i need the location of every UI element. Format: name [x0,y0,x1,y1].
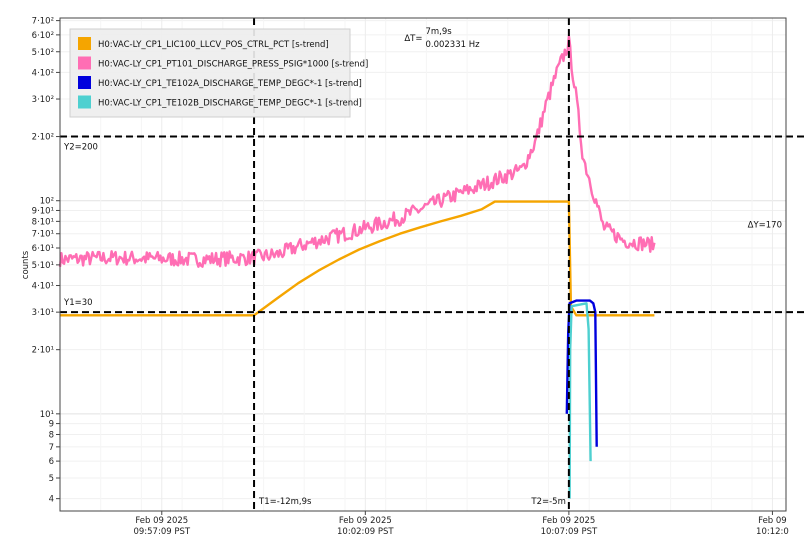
y-tick-label: 3·10² [32,95,54,105]
delta-t-frequency: 0.002331 Hz [425,40,480,50]
x-tick-time: 10:02:09 PST [337,527,394,537]
series-line-4 [568,302,592,499]
t1-cursor-label: T1=-12m,9s [258,497,312,507]
series-line-2 [58,35,656,268]
legend[interactable]: H0:VAC-LY_CP1_LIC100_LLCV_POS_CTRL_PCT [… [69,28,368,118]
y-tick-label: 8 [49,430,54,440]
legend-swatch-3 [78,76,91,89]
y-tick-label: 7 [49,443,54,453]
y-tick-label: 2·10¹ [32,346,54,356]
y-tick-label: 3·10¹ [32,308,54,318]
y-tick-label: 5·10² [32,48,54,58]
y-tick-label: 8·10¹ [32,217,54,227]
legend-swatch-4 [78,95,91,109]
y-tick-label: 9 [49,420,54,430]
legend-box [69,28,351,118]
legend-swatch-2 [78,56,91,70]
legend-label-1[interactable]: H0:VAC-LY_CP1_LIC100_LLCV_POS_CTRL_PCT [… [98,40,329,50]
y-tick-label: 4·10² [32,68,54,78]
x-tick-time: 10:07:09 PST [541,527,598,537]
y-axis-label: counts [21,250,31,279]
delta-t-prefix: ΔT= [404,34,422,44]
x-tick-time: 09:57:09 PST [133,527,190,537]
x-tick-date: Feb 09 2025 [135,516,188,526]
legend-swatch-1 [78,37,91,50]
x-tick-date: Feb 09 2025 [542,516,595,526]
y-tick-label: 4·10¹ [32,282,54,292]
y-tick-label: 6 [49,457,54,467]
annotations: Y1=30 Y2=200 T1=-12m,9s T2=-5m ΔT=7m,9s 0.002… [63,27,782,507]
y2-cursor-label: Y2=200 [63,143,98,153]
x-tick-time: 10:12:0 [756,527,789,537]
delta-y-value: ΔY=170 [748,220,782,230]
y1-cursor-label: Y1=30 [63,298,93,308]
y-tick-label: 2·10² [32,133,54,143]
x-tick-date: Feb 09 [758,516,787,526]
y-tick-label: 5·10¹ [32,261,54,271]
y-tick-label: 10² [40,197,54,207]
delta-t-value: 7m,9s [425,27,452,37]
x-tick-date: Feb 09 2025 [339,516,392,526]
y-tick-label: 6·10¹ [32,244,54,254]
y-tick-label: 9·10¹ [32,206,54,216]
t2-cursor-label: T2=-5m [530,497,565,507]
legend-label-4[interactable]: H0:VAC-LY_CP1_TE102B_DISCHARGE_TEMP_DEGC… [98,99,362,109]
y-tick-label: 4 [49,495,54,505]
y-tick-label: 6·10² [32,31,54,41]
y-tick-label: 10¹ [40,410,54,420]
legend-label-2[interactable]: H0:VAC-LY_CP1_PT101_DISCHARGE_PRESS_PSIG… [98,60,368,70]
legend-label-3[interactable]: H0:VAC-LY_CP1_TE102A_DISCHARGE_TEMP_DEGC… [98,79,362,89]
y-tick-label: 7·10¹ [32,230,54,240]
y-tick-label: 5 [49,474,54,484]
y-tick-label: 7·10² [32,17,54,27]
